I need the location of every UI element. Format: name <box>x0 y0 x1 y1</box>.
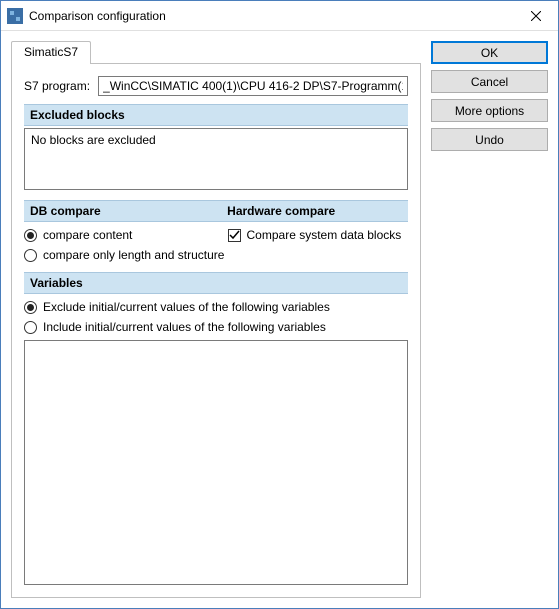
window-title: Comparison configuration <box>29 9 513 23</box>
variables-body: Exclude initial/current values of the fo… <box>24 300 408 334</box>
cancel-button[interactable]: Cancel <box>431 70 548 93</box>
check-compare-system-blocks[interactable]: Compare system data blocks <box>228 228 408 242</box>
dialog-window: Comparison configuration SimaticS7 S7 pr… <box>0 0 559 609</box>
radio-label: compare only length and structure <box>43 248 224 262</box>
section-variables: Variables <box>24 272 408 294</box>
radio-label: Include initial/current values of the fo… <box>43 320 326 334</box>
radio-compare-length[interactable]: compare only length and structure <box>24 248 228 262</box>
main-panel: SimaticS7 S7 program: Excluded blocks No… <box>11 41 421 598</box>
radio-icon <box>24 229 37 242</box>
variables-list-box[interactable] <box>24 340 408 585</box>
radio-exclude-vars[interactable]: Exclude initial/current values of the fo… <box>24 300 408 314</box>
radio-label: Exclude initial/current values of the fo… <box>43 300 330 314</box>
radio-label: compare content <box>43 228 132 242</box>
radio-compare-content[interactable]: compare content <box>24 228 228 242</box>
section-db-compare: DB compare <box>30 204 227 218</box>
tab-simatics7[interactable]: SimaticS7 <box>11 41 91 64</box>
section-db-hw: DB compare Hardware compare <box>24 200 408 222</box>
tab-row: SimaticS7 <box>11 41 421 63</box>
section-excluded-blocks: Excluded blocks <box>24 104 408 126</box>
checkbox-label: Compare system data blocks <box>247 228 402 242</box>
s7-program-label: S7 program: <box>24 79 90 93</box>
db-hw-body: compare content compare only length and … <box>24 228 408 262</box>
s7-program-input[interactable] <box>98 76 408 96</box>
more-options-button[interactable]: More options <box>431 99 548 122</box>
content-area: SimaticS7 S7 program: Excluded blocks No… <box>1 31 558 608</box>
section-hardware-compare: Hardware compare <box>227 204 402 218</box>
radio-include-vars[interactable]: Include initial/current values of the fo… <box>24 320 408 334</box>
radio-icon <box>24 249 37 262</box>
close-icon <box>531 11 541 21</box>
button-panel: OK Cancel More options Undo <box>431 41 548 598</box>
close-button[interactable] <box>513 2 558 30</box>
excluded-blocks-text: No blocks are excluded <box>31 133 156 147</box>
radio-icon <box>24 301 37 314</box>
titlebar: Comparison configuration <box>1 1 558 31</box>
ok-button[interactable]: OK <box>431 41 548 64</box>
tab-body: S7 program: Excluded blocks No blocks ar… <box>11 63 421 598</box>
undo-button[interactable]: Undo <box>431 128 548 151</box>
checkbox-icon <box>228 229 241 242</box>
excluded-blocks-box[interactable]: No blocks are excluded <box>24 128 408 190</box>
radio-icon <box>24 321 37 334</box>
app-icon <box>7 8 23 24</box>
s7-program-row: S7 program: <box>24 76 408 96</box>
